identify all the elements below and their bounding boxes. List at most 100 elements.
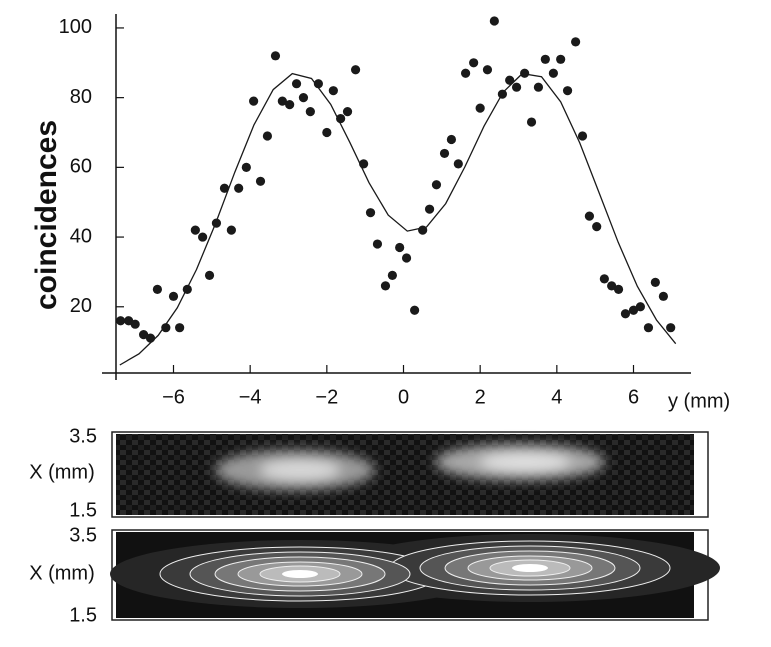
x-tick-label: 0 <box>398 386 409 408</box>
data-point <box>395 242 405 253</box>
y-axis-title: coincidences <box>30 120 63 310</box>
data-point <box>372 239 383 249</box>
data-point <box>270 51 281 61</box>
data-point <box>453 159 463 169</box>
panel-y-label: X (mm) <box>29 461 95 483</box>
data-point <box>520 68 530 78</box>
data-point <box>526 117 537 127</box>
data-point <box>540 54 550 64</box>
y-tick-label: 1.5 <box>69 604 97 626</box>
data-point <box>336 113 346 124</box>
data-point <box>380 281 391 291</box>
data-point <box>548 68 558 78</box>
fit-line <box>119 72 677 366</box>
data-point <box>635 302 646 312</box>
data-point <box>219 183 230 193</box>
panel-y-label: X (mm) <box>29 562 95 584</box>
data-point <box>577 131 588 141</box>
data-point <box>255 176 266 186</box>
data-point <box>175 323 185 333</box>
data-point <box>666 323 676 333</box>
data-point <box>387 270 397 281</box>
data-point <box>418 225 428 235</box>
data-point <box>431 180 442 190</box>
data-point <box>190 225 200 235</box>
data-point <box>562 86 573 96</box>
data-point <box>365 208 376 218</box>
data-point <box>446 134 457 145</box>
data-point <box>139 330 149 340</box>
data-point <box>342 106 353 117</box>
data-point <box>658 291 669 301</box>
y-tick-label: 3.5 <box>69 524 97 546</box>
y-tick-label: 1.5 <box>69 499 97 521</box>
x-tick-label: 4 <box>551 386 562 408</box>
data-point <box>533 82 544 92</box>
data-point <box>277 96 287 106</box>
data-point <box>298 93 309 103</box>
data-point <box>571 37 581 47</box>
data-point <box>599 274 609 284</box>
data-point <box>305 106 315 117</box>
data-point <box>475 103 485 113</box>
data-point <box>262 131 273 141</box>
data-point <box>152 284 162 294</box>
data-point <box>359 159 369 169</box>
data-point <box>556 54 566 64</box>
data-point <box>643 323 654 333</box>
data-point <box>592 222 602 232</box>
data-point <box>198 232 208 242</box>
data-point <box>620 309 631 319</box>
x-tick-label: −2 <box>315 386 338 408</box>
x-tick-label: 6 <box>628 386 639 408</box>
data-point <box>291 79 302 89</box>
heatmap-panel <box>111 431 709 518</box>
y-tick-label: 60 <box>70 156 92 178</box>
data-point <box>482 65 493 75</box>
data-point <box>461 68 471 78</box>
data-point <box>613 284 624 294</box>
data-point <box>439 148 450 159</box>
data-point <box>226 225 236 235</box>
data-point <box>145 333 156 343</box>
data-point <box>628 305 639 315</box>
data-point <box>130 319 140 329</box>
data-point <box>497 89 507 99</box>
data-point <box>313 79 323 89</box>
data-point <box>424 204 435 214</box>
data-point <box>607 281 617 291</box>
data-point <box>511 82 522 92</box>
data-point <box>469 58 479 68</box>
contour-panel <box>110 529 720 621</box>
data-point <box>249 96 259 106</box>
data-point <box>584 211 595 221</box>
data-point <box>116 316 126 326</box>
y-tick-label: 80 <box>70 86 92 108</box>
data-point <box>182 284 192 294</box>
y-tick-label: 40 <box>70 225 92 247</box>
data-point <box>234 183 244 193</box>
data-point <box>489 16 499 26</box>
data-point <box>401 253 412 263</box>
data-point <box>204 270 215 281</box>
y-tick-label: 100 <box>59 16 92 38</box>
data-point <box>161 323 171 333</box>
x-axis-title: y (mm) <box>668 390 730 412</box>
x-tick-label: −6 <box>162 386 185 408</box>
data-point <box>241 162 251 172</box>
data-point <box>322 127 332 138</box>
y-tick-label: 20 <box>70 295 92 317</box>
data-point <box>350 65 361 75</box>
data-point <box>505 75 515 85</box>
data-point <box>168 291 179 301</box>
x-tick-label: 2 <box>475 386 486 408</box>
x-tick-label: −4 <box>239 386 262 408</box>
data-point <box>328 86 338 96</box>
data-point <box>410 305 420 315</box>
data-point <box>285 100 295 110</box>
data-point <box>211 218 222 228</box>
y-tick-label: 3.5 <box>69 425 97 447</box>
data-point <box>650 277 660 287</box>
